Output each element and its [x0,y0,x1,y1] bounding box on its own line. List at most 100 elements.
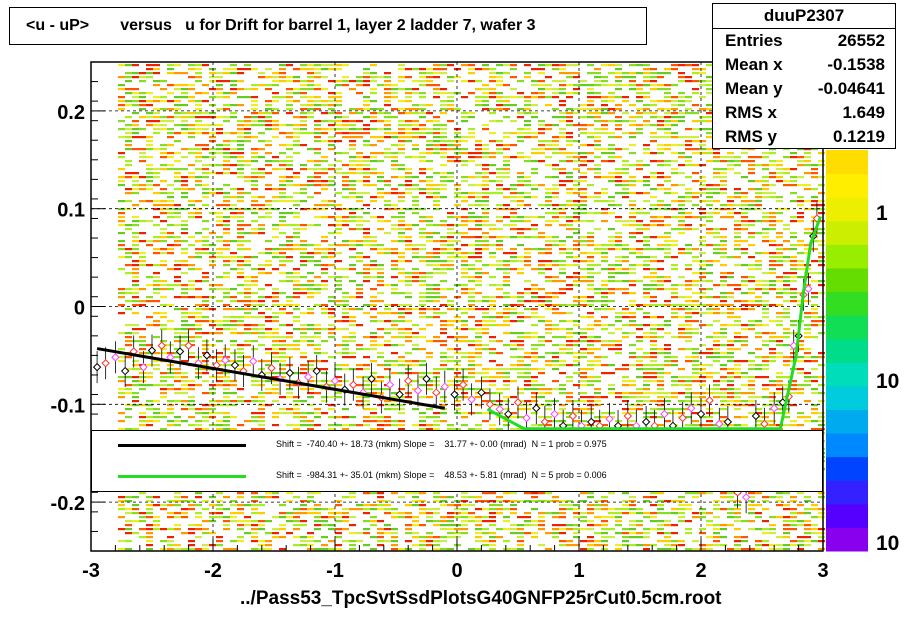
heatmap-cell [699,372,706,375]
heatmap-cell [608,228,615,231]
heatmap-cell [167,128,174,131]
heatmap-cell [454,388,461,391]
heatmap-cell [496,108,503,111]
heatmap-cell [384,204,391,207]
heatmap-cell [174,296,181,299]
heatmap-cell [790,384,797,387]
heatmap-cell [720,296,727,299]
heatmap-cell [454,132,461,135]
heatmap-cell [664,392,671,395]
heatmap-cell [482,244,489,247]
heatmap-cell [559,72,566,75]
heatmap-cell [258,232,265,235]
heatmap-cell [335,352,342,355]
heatmap-cell [636,84,643,87]
heatmap-cell [615,392,622,395]
heatmap-cell [643,324,650,327]
heatmap-cell [293,116,300,119]
heatmap-cell [125,404,132,407]
heatmap-cell [769,356,776,359]
heatmap-cell [447,76,454,79]
heatmap-cell [440,240,447,243]
heatmap-cell [433,124,440,127]
heatmap-cell [608,64,615,67]
heatmap-cell [489,352,496,355]
heatmap-cell [146,176,153,179]
heatmap-cell [328,232,335,235]
heatmap-cell [342,128,349,131]
heatmap-cell [342,308,349,311]
heatmap-cell [692,72,699,75]
heatmap-cell [503,160,510,163]
heatmap-cell [664,320,671,323]
heatmap-cell [699,128,706,131]
heatmap-cell [244,120,251,123]
heatmap-cell [671,64,678,67]
heatmap-cell [468,68,475,71]
heatmap-cell [237,388,244,391]
heatmap-cell [489,236,496,239]
heatmap-cell [461,164,468,167]
heatmap-cell [181,260,188,263]
heatmap-cell [811,204,818,207]
heatmap-cell [335,300,342,303]
heatmap-cell [447,260,454,263]
heatmap-cell [678,336,685,339]
heatmap-cell [762,340,769,343]
heatmap-cell [811,260,818,263]
heatmap-cell [237,96,244,99]
heatmap-cell [503,72,510,75]
heatmap-cell [398,132,405,135]
heatmap-cell [468,176,475,179]
heatmap-cell [615,216,622,219]
heatmap-cell [475,144,482,147]
heatmap-cell [272,352,279,355]
heatmap-cell [538,232,545,235]
heatmap-cell [223,348,230,351]
heatmap-cell [657,88,664,91]
heatmap-cell [475,272,482,275]
heatmap-cell [615,248,622,251]
heatmap-cell [615,116,622,119]
heatmap-cell [146,200,153,203]
heatmap-cell [804,200,811,203]
heatmap-cell [552,116,559,119]
heatmap-cell [398,136,405,139]
heatmap-cell [223,384,230,387]
heatmap-cell [125,136,132,139]
heatmap-cell [377,392,384,395]
heatmap-cell [790,276,797,279]
heatmap-cell [230,116,237,119]
heatmap-cell [230,360,237,363]
heatmap-cell [125,356,132,359]
heatmap-cell [741,212,748,215]
heatmap-cell [699,152,706,155]
heatmap-cell [811,320,818,323]
heatmap-cell [608,176,615,179]
heatmap-cell [251,100,258,103]
heatmap-cell [741,160,748,163]
heatmap-cell [412,268,419,271]
heatmap-cell [349,160,356,163]
heatmap-cell [636,116,643,119]
heatmap-cell [419,116,426,119]
heatmap-cell [440,220,447,223]
heatmap-cell [734,360,741,363]
heatmap-cell [573,400,580,403]
heatmap-cell [377,108,384,111]
heatmap-cell [678,152,685,155]
heatmap-cell [496,240,503,243]
heatmap-cell [664,136,671,139]
heatmap-cell [503,156,510,159]
heatmap-cell [545,196,552,199]
heatmap-cell [797,348,804,351]
heatmap-cell [545,220,552,223]
heatmap-cell [559,360,566,363]
heatmap-cell [363,100,370,103]
heatmap-cell [699,224,706,227]
heatmap-cell [125,200,132,203]
heatmap-cell [391,312,398,315]
heatmap-cell [153,68,160,71]
heatmap-cell [510,252,517,255]
heatmap-cell [356,160,363,163]
